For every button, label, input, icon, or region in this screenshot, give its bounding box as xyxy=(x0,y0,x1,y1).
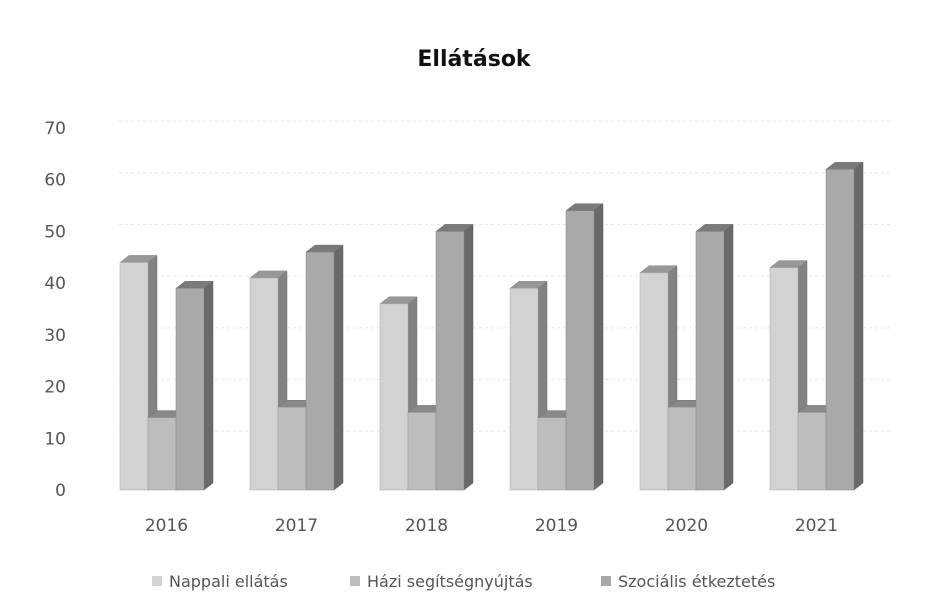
legend-label: Szociális étkeztetés xyxy=(618,572,775,591)
y-tick-label: 40 xyxy=(44,274,66,294)
bar-front-face xyxy=(435,231,465,491)
x-category-label: 2020 xyxy=(665,516,708,536)
bar-front-face xyxy=(797,412,827,491)
bar-front-face xyxy=(407,412,437,491)
legend-swatch xyxy=(152,576,162,586)
legend: Nappali ellátás Házi segítségnyújtás Szoci… xyxy=(152,572,775,591)
legend-label: Nappali ellátás xyxy=(169,572,288,591)
x-category-label: 2017 xyxy=(275,516,318,536)
y-tick-label: 60 xyxy=(44,171,66,191)
y-tick-label: 30 xyxy=(44,326,66,346)
bar-front-face xyxy=(119,262,149,491)
legend-item-2: Házi segítségnyújtás xyxy=(350,572,533,591)
y-tick-label: 20 xyxy=(44,378,66,398)
bar-group-2018 xyxy=(379,223,474,491)
bar-front-face xyxy=(639,272,669,491)
bar-front-face xyxy=(509,288,539,491)
bars xyxy=(119,161,864,491)
bar-front-face xyxy=(305,251,335,491)
x-axis: 2016 2017 2018 2019 2020 2021 xyxy=(145,516,838,536)
bar-group-2019 xyxy=(509,203,604,491)
legend-swatch xyxy=(350,576,360,586)
y-tick-label: 70 xyxy=(44,119,66,139)
bar-2019-3 xyxy=(565,203,604,491)
bar-side-face xyxy=(593,203,604,491)
y-axis: 0 10 20 30 40 50 60 70 xyxy=(44,119,66,501)
bar-front-face xyxy=(825,169,855,491)
bar-2021-3 xyxy=(825,161,864,491)
bar-group-2021 xyxy=(769,161,864,491)
legend-item-1: Nappali ellátás xyxy=(152,572,288,591)
bar-front-face xyxy=(175,288,205,491)
bar-2018-3 xyxy=(435,223,474,491)
bar-side-face xyxy=(723,223,734,491)
bar-front-face xyxy=(277,407,307,491)
bar-2017-3 xyxy=(305,244,344,491)
bar-side-face xyxy=(333,244,344,491)
bar-front-face xyxy=(769,267,799,491)
bar-front-face xyxy=(695,231,725,491)
chart-title: Ellátások xyxy=(417,47,532,72)
bar-side-face xyxy=(463,223,474,491)
bar-front-face xyxy=(379,303,409,491)
bar-front-face xyxy=(565,210,595,491)
bar-group-2017 xyxy=(249,244,344,491)
y-tick-label: 0 xyxy=(55,481,66,501)
x-category-label: 2021 xyxy=(795,516,838,536)
bar-side-face xyxy=(853,161,864,491)
bar-front-face xyxy=(147,417,177,491)
legend-item-3: Szociális étkeztetés xyxy=(601,572,775,591)
legend-label: Házi segítségnyújtás xyxy=(367,572,533,591)
bar-side-face xyxy=(203,280,214,491)
grid-layer xyxy=(119,120,890,432)
bar-front-face xyxy=(249,277,279,491)
bar-front-face xyxy=(537,417,567,491)
bar-2020-3 xyxy=(695,223,734,491)
y-tick-label: 10 xyxy=(44,429,66,449)
bar-2016-3 xyxy=(175,280,214,491)
legend-swatch xyxy=(601,576,611,586)
bar-group-2020 xyxy=(639,223,734,491)
x-category-label: 2016 xyxy=(145,516,188,536)
bar-group-2016 xyxy=(119,254,214,491)
bar-front-face xyxy=(667,407,697,491)
x-category-label: 2019 xyxy=(535,516,578,536)
x-category-label: 2018 xyxy=(405,516,448,536)
y-tick-label: 50 xyxy=(44,222,66,242)
